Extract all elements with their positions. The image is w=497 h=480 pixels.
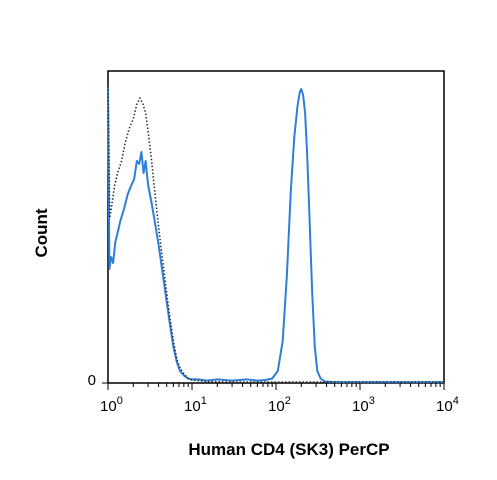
x-tick-label: 101	[184, 395, 207, 415]
x-axis-title: Human CD4 (SK3) PerCP	[188, 440, 389, 459]
x-tick-label: 102	[268, 395, 291, 415]
x-tick-label: 104	[436, 395, 459, 415]
y-axis-title: Count	[32, 208, 51, 257]
plot-frame	[107, 70, 445, 384]
y-tick-label: 0	[88, 372, 96, 389]
x-tick-label: 100	[100, 395, 123, 415]
histogram-series-stained-solid	[107, 85, 444, 384]
x-tick-label: 103	[352, 395, 375, 415]
tick-layer: 100 101 102 103 104 0	[88, 372, 459, 415]
plot-layer	[107, 85, 444, 384]
histogram-series-control-dotted	[107, 85, 444, 383]
